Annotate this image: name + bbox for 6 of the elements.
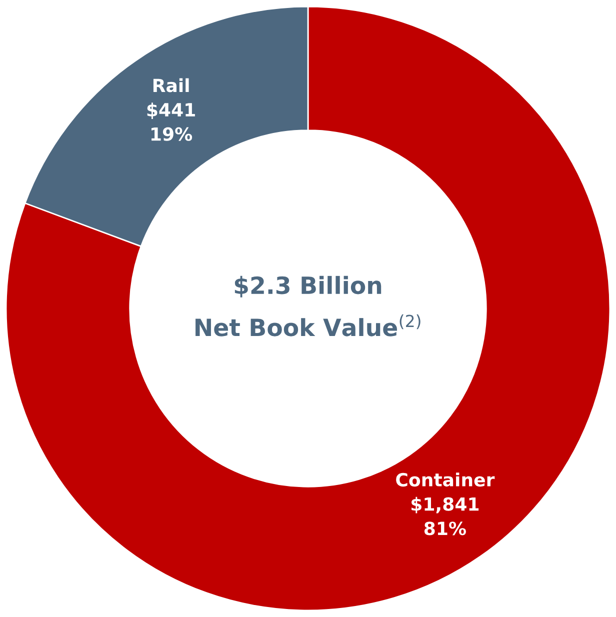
data-label: $1,841 81% [412, 496, 479, 536]
slice-label: Rail [153, 78, 189, 92]
text: $2.3 Billion [234, 276, 382, 298]
text: Net Book Value$^{(2)}$ [196, 314, 420, 336]
slice-label: Container [396, 472, 495, 487]
data-label: $441 19% [147, 102, 195, 141]
